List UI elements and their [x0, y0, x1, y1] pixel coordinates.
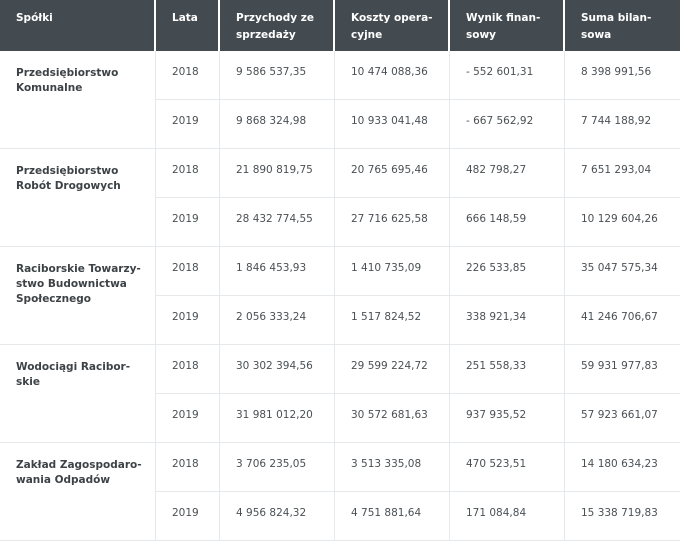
costs-cell: 1 517 824,52 — [335, 296, 450, 345]
company-name-line: stwo Budownictwa — [16, 278, 127, 290]
company-name-line: Raciborskie Towarzy- — [16, 263, 141, 275]
balance-cell: 35 047 575,34 — [565, 247, 680, 296]
table-row: 2019 31 981 012,20 30 572 681,63 937 935,52… — [0, 394, 680, 443]
balance-cell: 41 246 706,67 — [565, 296, 680, 345]
balance-cell: 8 398 991,56 — [565, 51, 680, 100]
result-cell: 251 558,33 — [450, 345, 565, 394]
year-cell: 2018 — [156, 345, 220, 394]
company-name-line: Robót Drogowych — [16, 180, 121, 192]
costs-cell: 10 474 088,36 — [335, 51, 450, 100]
company-name-cell: Przedsiębiorstwo Komunalne — [0, 51, 156, 149]
header-result: Wynik finan- sowy — [450, 0, 565, 51]
table-row: Przedsiębiorstwo Komunalne 2018 9 586 537,3… — [0, 51, 680, 149]
year-cell: 2018 — [156, 51, 220, 100]
year-cell: 2019 — [156, 100, 220, 149]
header-balance: Suma bilan- sowa — [565, 0, 680, 51]
revenue-cell: 31 981 012,20 — [220, 394, 335, 443]
result-cell: 171 084,84 — [450, 492, 565, 541]
header-years: Lata — [156, 0, 220, 51]
costs-cell: 27 716 625,58 — [335, 198, 450, 247]
revenue-cell: 28 432 774,55 — [220, 198, 335, 247]
year-cell: 2019 — [156, 198, 220, 247]
table-row: 2019 28 432 774,55 27 716 625,58 666 148,59… — [0, 198, 680, 247]
company-name-line: Społecznego — [16, 293, 91, 305]
revenue-cell: 9 586 537,35 — [220, 51, 335, 100]
balance-cell: 59 931 977,83 — [565, 345, 680, 394]
costs-cell: 10 933 041,48 — [335, 100, 450, 149]
table-row: 2019 4 956 824,32 4 751 881,64 171 084,84 15… — [0, 492, 680, 541]
result-cell: - 552 601,31 — [450, 51, 565, 100]
company-name-line: Przedsiębiorstwo — [16, 67, 119, 79]
revenue-cell: 30 302 394,56 — [220, 345, 335, 394]
revenue-cell: 2 056 333,24 — [220, 296, 335, 345]
company-name-cell: Przedsiębiorstwo Robót Drogowych — [0, 149, 156, 247]
year-cell: 2018 — [156, 149, 220, 198]
company-name-line: Wodociągi Racibor- — [16, 361, 131, 373]
balance-cell: 7 744 188,92 — [565, 100, 680, 149]
result-cell: 482 798,27 — [450, 149, 565, 198]
costs-cell: 4 751 881,64 — [335, 492, 450, 541]
balance-cell: 7 651 293,04 — [565, 149, 680, 198]
result-cell: 666 148,59 — [450, 198, 565, 247]
company-name-cell: Zakład Zagospodaro-wania Odpadów — [0, 443, 156, 541]
table-row: Wodociągi Racibor-skie 2018 30 302 394,56 2… — [0, 345, 680, 443]
header-row: Spółki Lata Przychody ze sprzedaży Koszt… — [0, 0, 680, 51]
balance-cell: 57 923 661,07 — [565, 394, 680, 443]
year-cell: 2018 — [156, 443, 220, 492]
table-row: Przedsiębiorstwo Robót Drogowych 2018 21 89… — [0, 149, 680, 247]
costs-cell: 30 572 681,63 — [335, 394, 450, 443]
company-name-line: Komunalne — [16, 82, 83, 94]
company-name-line: wania Odpadów — [16, 474, 111, 486]
company-name-line: Przedsiębiorstwo — [16, 165, 119, 177]
revenue-cell: 21 890 819,75 — [220, 149, 335, 198]
costs-cell: 3 513 335,08 — [335, 443, 450, 492]
table-row: Raciborskie Towarzy-stwo Budownictwa Społ… — [0, 247, 680, 345]
header-companies: Spółki — [0, 0, 156, 51]
table-header: Spółki Lata Przychody ze sprzedaży Koszt… — [0, 0, 680, 51]
result-cell: 937 935,52 — [450, 394, 565, 443]
header-costs: Koszty opera- cyjne — [335, 0, 450, 51]
result-cell: 226 533,85 — [450, 247, 565, 296]
company-name-line: skie — [16, 376, 40, 388]
header-revenue: Przychody ze sprzedaży — [220, 0, 335, 51]
company-name-cell: Raciborskie Towarzy-stwo Budownictwa Społ… — [0, 247, 156, 345]
result-cell: - 667 562,92 — [450, 100, 565, 149]
year-cell: 2019 — [156, 296, 220, 345]
year-cell: 2019 — [156, 492, 220, 541]
revenue-cell: 9 868 324,98 — [220, 100, 335, 149]
costs-cell: 1 410 735,09 — [335, 247, 450, 296]
balance-cell: 14 180 634,23 — [565, 443, 680, 492]
table-body: Przedsiębiorstwo Komunalne 2018 9 586 537,3… — [0, 51, 680, 541]
balance-cell: 10 129 604,26 — [565, 198, 680, 247]
table-row: 2019 2 056 333,24 1 517 824,52 338 921,34 41… — [0, 296, 680, 345]
revenue-cell: 3 706 235,05 — [220, 443, 335, 492]
costs-cell: 20 765 695,46 — [335, 149, 450, 198]
revenue-cell: 4 956 824,32 — [220, 492, 335, 541]
balance-cell: 15 338 719,83 — [565, 492, 680, 541]
result-cell: 338 921,34 — [450, 296, 565, 345]
company-name-line: Zakład Zagospodaro- — [16, 459, 142, 471]
year-cell: 2019 — [156, 394, 220, 443]
costs-cell: 29 599 224,72 — [335, 345, 450, 394]
revenue-cell: 1 846 453,93 — [220, 247, 335, 296]
table-row: 2019 9 868 324,98 10 933 041,48- 667 562,9… — [0, 100, 680, 149]
company-name-cell: Wodociągi Racibor-skie — [0, 345, 156, 443]
year-cell: 2018 — [156, 247, 220, 296]
result-cell: 470 523,51 — [450, 443, 565, 492]
table-row: Zakład Zagospodaro-wania Odpadów 2018 3 70… — [0, 443, 680, 541]
